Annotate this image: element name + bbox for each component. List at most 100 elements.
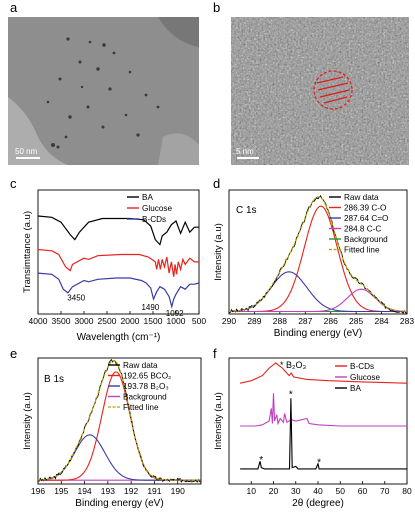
- y-axis-title: Intensity (a.u): [213, 392, 224, 450]
- panel-label-b: b: [213, 0, 221, 15]
- legend-label: Fitted line: [344, 246, 380, 255]
- x-axis-title: Binding energy (eV): [75, 498, 163, 509]
- legend-label: Background: [344, 235, 388, 244]
- legend-label: 286.39 C-O: [344, 204, 386, 213]
- x-tick-label: 190: [171, 486, 185, 496]
- panel-f: f 10 20 30 40 50 60 70 80 2θ (degree) Intensity (…: [207, 346, 415, 514]
- spectrum-label: C 1s: [236, 205, 257, 216]
- x-tick-label: 4000: [29, 316, 48, 326]
- x-tick-label: 40: [313, 486, 323, 496]
- y-axis-title: Intensity (a.u): [22, 392, 33, 450]
- series-ba: [37, 215, 199, 246]
- annotation-label: 1490: [141, 303, 159, 312]
- lattice-highlight: [313, 70, 353, 110]
- xrd-chart: 10 20 30 40 50 60 70 80 2θ (degree) Intensity (a.…: [213, 357, 412, 509]
- legend-label: BA: [350, 384, 361, 393]
- series-glucose: [37, 248, 199, 277]
- legend-label: Fitted line: [123, 403, 159, 412]
- x-tick-label: 283: [400, 316, 414, 326]
- x-tick-label: 191: [147, 486, 161, 496]
- star-legend-label: * B₂O₃: [280, 360, 307, 370]
- series-b-cds: [239, 362, 408, 384]
- x-tick-label: 60: [358, 486, 368, 496]
- x-axis-title: Binding energy (eV): [274, 328, 362, 339]
- spectrum-label: B 1s: [44, 374, 64, 385]
- scale-bar-label-b: 5 nm: [236, 147, 254, 156]
- panel-label-c: c: [10, 176, 17, 191]
- legend-label: 284.8 C-C: [344, 225, 381, 234]
- x-tick-label: 193: [101, 486, 115, 496]
- x-tick-label: 3000: [75, 316, 94, 326]
- plot-frame: [37, 189, 200, 315]
- x-tick-label: 284: [374, 316, 388, 326]
- annotation-label: 1092: [166, 309, 184, 318]
- tem-image-low-mag: 50 nm: [8, 17, 199, 165]
- legend-label: Raw data: [344, 193, 379, 202]
- scale-bar-b: [237, 157, 259, 159]
- xps-b1s-chart: 196 195 194 193 192 191 190 Binding energy (eV)…: [22, 357, 202, 509]
- x-tick-label: 10: [247, 486, 257, 496]
- xps-c1s-chart: 290 289 288 287 286 285 284 283 Binding energy (…: [213, 189, 414, 339]
- tem-image-high-res: 5 nm: [231, 17, 409, 165]
- x-tick-label: 3500: [52, 316, 71, 326]
- x-tick-label: 289: [247, 316, 261, 326]
- hrtem-texture: [231, 17, 409, 165]
- x-tick-label: 30: [291, 486, 301, 496]
- x-tick-label: 285: [349, 316, 363, 326]
- legend-label: Raw data: [123, 361, 158, 370]
- x-tick-label: 192: [124, 486, 138, 496]
- legend-label: B-CDs: [142, 215, 166, 224]
- x-tick-label: 288: [273, 316, 287, 326]
- x-tick-label: 286: [324, 316, 338, 326]
- legend-label: 193.78 B₂O₃: [123, 382, 169, 391]
- x-tick-label: 195: [54, 486, 68, 496]
- panel-label-d: d: [213, 176, 221, 191]
- x-tick-label: 50: [336, 486, 346, 496]
- series-b-cds: [37, 272, 200, 309]
- panel-d: d 290 289 288 287 286 285 284 283 Binding energy…: [207, 176, 415, 346]
- scale-bar-label-a: 50 nm: [15, 147, 38, 156]
- x-axis-title: 2θ (degree): [292, 498, 344, 509]
- legend-label: B-CDs: [350, 362, 374, 371]
- star-marker: *: [259, 455, 263, 466]
- x-tick-label: 194: [77, 486, 91, 496]
- plot-frame: [228, 189, 408, 315]
- panel-c: c 4000 3500 3000 2500 2000 1500 1000 500 Wavelen…: [0, 176, 207, 346]
- tem-image-texture: [8, 17, 199, 165]
- x-tick-label: 287: [298, 316, 312, 326]
- legend-label: 192.65 BCO₂: [123, 372, 171, 381]
- x-tick-label: 500: [192, 316, 206, 326]
- peak-fit-line: [37, 434, 201, 481]
- y-axis-title: Transimttance (a.u): [22, 211, 33, 293]
- x-tick-label: 196: [31, 486, 45, 496]
- fitted-line: [228, 196, 407, 312]
- x-tick-label: 1500: [144, 316, 163, 326]
- x-tick-label: 80: [402, 486, 412, 496]
- star-marker: *: [289, 389, 293, 400]
- panel-label-a: a: [10, 0, 18, 15]
- legend-label: Glucose: [350, 373, 380, 382]
- peak-fit-line: [38, 371, 201, 481]
- y-axis-title: Intensity (a.u): [213, 223, 224, 281]
- panel-a: a 50 nm: [0, 0, 207, 173]
- panel-b: b: [207, 0, 415, 173]
- star-marker: *: [317, 457, 321, 468]
- annotation-label: 3450: [67, 293, 85, 302]
- panel-e: e 196 195 194 193 192 191 190 Binding energy (e…: [0, 346, 207, 514]
- plot-frame: [37, 357, 202, 485]
- x-axis-title: Wavelength (cm⁻¹): [77, 332, 161, 343]
- series-ba: [240, 398, 407, 470]
- panel-label-e: e: [10, 346, 18, 361]
- legend-label: 287.64 C=O: [344, 214, 388, 223]
- legend-label: Background: [123, 393, 167, 402]
- x-tick-label: 290: [222, 316, 236, 326]
- panel-label-f: f: [213, 346, 217, 361]
- x-tick-label: 70: [380, 486, 390, 496]
- ftir-chart: 4000 3500 3000 2500 2000 1500 1000 500 Wavelengt…: [22, 189, 206, 343]
- scale-bar-a: [16, 157, 40, 159]
- legend-label: Glucose: [142, 204, 172, 213]
- x-tick-label: 2000: [121, 316, 140, 326]
- legend-label: BA: [142, 193, 153, 202]
- series-glucose: [240, 393, 407, 427]
- x-tick-label: 2500: [98, 316, 117, 326]
